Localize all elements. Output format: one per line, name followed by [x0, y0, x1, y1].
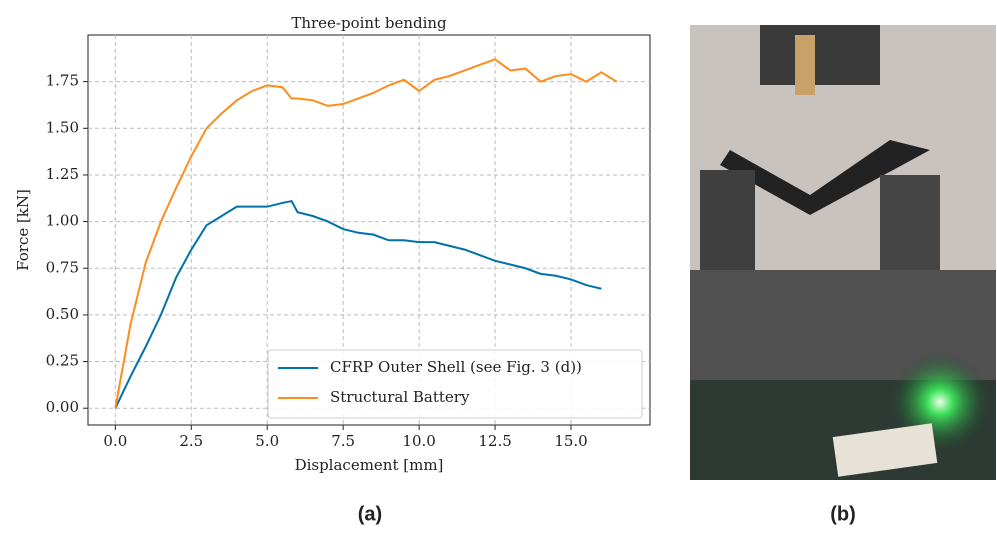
y-tick-label: 0.50: [46, 305, 79, 323]
x-tick-label: 15.0: [554, 432, 587, 450]
y-tick-label: 1.50: [46, 118, 79, 136]
chart-title: Three-point bending: [291, 14, 447, 32]
y-tick-label: 1.00: [46, 212, 79, 230]
x-tick-label: 10.0: [402, 432, 435, 450]
panel-label: (b): [830, 503, 856, 525]
photo: [690, 25, 996, 480]
y-tick-label: 0.25: [46, 352, 79, 370]
y-tick-label: 1.75: [46, 72, 79, 90]
legend-label: CFRP Outer Shell (see Fig. 3 (d)): [330, 358, 582, 376]
legend-box: [267, 349, 643, 419]
x-tick-label: 7.5: [331, 432, 355, 450]
x-tick-label: 0.0: [103, 432, 127, 450]
y-tick-label: 0.75: [46, 258, 79, 276]
plot-frame: [87, 34, 651, 426]
series-line: [114, 199, 602, 409]
legend-label: Structural Battery: [330, 388, 470, 406]
panel-label: (a): [358, 503, 382, 525]
series-line: [114, 58, 618, 409]
y-tick-label: 0.00: [46, 398, 79, 416]
y-tick-label: 1.25: [46, 165, 79, 183]
x-tick-label: 12.5: [478, 432, 511, 450]
x-tick-label: 5.0: [255, 432, 279, 450]
x-tick-label: 2.5: [179, 432, 203, 450]
x-axis-label: Displacement [mm]: [295, 456, 444, 474]
y-axis-label: Force [kN]: [14, 189, 32, 271]
